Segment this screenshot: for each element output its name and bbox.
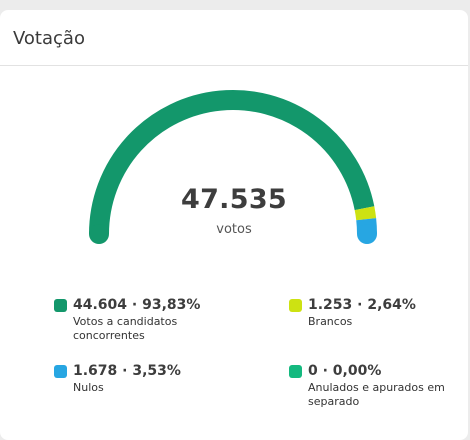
legend-value-brancos: 1.253 · 2,64% (308, 297, 416, 313)
gauge-chart: 47.535 votos (0, 70, 468, 270)
legend-value-candidatos: 44.604 · 93,83% (73, 297, 201, 313)
total-votes-unit: votos (216, 222, 252, 237)
gauge-cap-start (89, 224, 109, 244)
gauge-arcs (89, 90, 377, 244)
legend-item-nulos: 1.678 · 3,53% Nulos (54, 361, 234, 395)
card-title: Votação (13, 28, 85, 49)
legend-swatch-anulados (289, 364, 302, 378)
card-header: Votação (0, 10, 468, 66)
gauge-arc-votos (89, 90, 375, 235)
legend-item-anulados: 0 · 0,00% Anulados e apurados em separad… (289, 361, 469, 409)
votacao-card: Votação 47.535 votos 44.604 · 93,83% Vot… (0, 10, 468, 440)
legend-item-candidatos: 44.604 · 93,83% Votos a candidatos conco… (54, 295, 234, 343)
gauge-svg (89, 90, 377, 244)
gauge-cap-end (357, 224, 377, 244)
legend-value-nulos: 1.678 · 3,53% (73, 363, 181, 379)
legend-label-anulados: Anulados e apurados em separado (308, 381, 445, 408)
total-votes: 47.535 (181, 184, 287, 215)
legend-label-brancos: Brancos (308, 315, 353, 328)
legend-swatch-candidatos (54, 298, 67, 312)
legend-value-anulados: 0 · 0,00% (308, 363, 382, 379)
legend-label-nulos: Nulos (73, 381, 104, 394)
legend-item-brancos: 1.253 · 2,64% Brancos (289, 295, 469, 329)
legend-swatch-brancos (289, 298, 302, 312)
legend-swatch-nulos (54, 364, 67, 378)
gauge-arc-brancos (354, 206, 377, 221)
legend-label-candidatos: Votos a candidatos concorrentes (73, 315, 178, 342)
